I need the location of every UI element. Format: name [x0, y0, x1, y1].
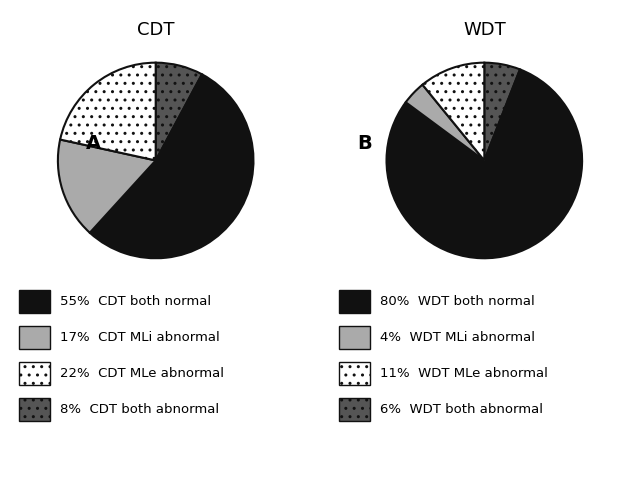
Title: CDT: CDT: [137, 21, 175, 39]
Text: 6%  WDT both abnormal: 6% WDT both abnormal: [380, 403, 543, 416]
Text: A: A: [86, 134, 102, 153]
Wedge shape: [422, 63, 484, 160]
Wedge shape: [90, 74, 253, 258]
Wedge shape: [58, 139, 156, 233]
Text: 22%  CDT MLe abnormal: 22% CDT MLe abnormal: [60, 367, 223, 380]
Wedge shape: [406, 85, 484, 160]
Text: 17%  CDT MLi abnormal: 17% CDT MLi abnormal: [60, 331, 220, 344]
Text: 55%  CDT both normal: 55% CDT both normal: [60, 295, 211, 308]
Wedge shape: [484, 63, 520, 160]
Text: 8%  CDT both abnormal: 8% CDT both abnormal: [60, 403, 219, 416]
Text: 4%  WDT MLi abnormal: 4% WDT MLi abnormal: [380, 331, 534, 344]
Text: B: B: [357, 134, 372, 153]
Wedge shape: [387, 69, 582, 258]
Text: 80%  WDT both normal: 80% WDT both normal: [380, 295, 534, 308]
Text: 11%  WDT MLe abnormal: 11% WDT MLe abnormal: [380, 367, 547, 380]
Wedge shape: [156, 63, 202, 160]
Title: WDT: WDT: [463, 21, 506, 39]
Wedge shape: [60, 63, 156, 160]
